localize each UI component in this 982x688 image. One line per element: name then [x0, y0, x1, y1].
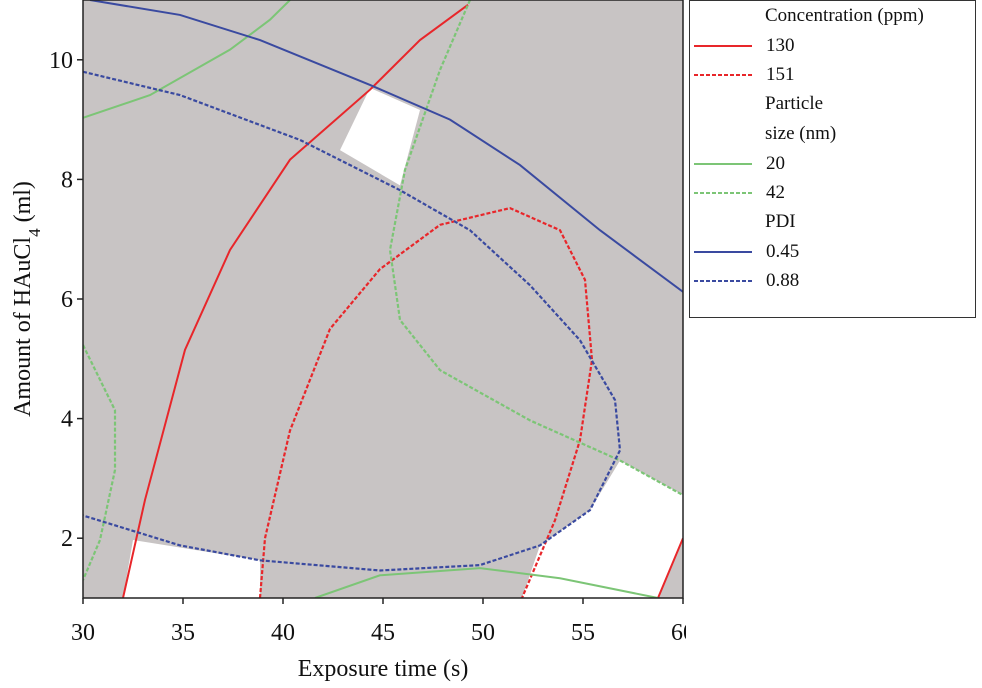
- legend-item: 0.88: [690, 266, 975, 295]
- y-tick-label: 6: [61, 287, 73, 313]
- y-tick-label: 8: [61, 167, 73, 193]
- legend-item: 20: [690, 149, 975, 178]
- feasible-region: [340, 87, 420, 186]
- legend-swatch: [694, 250, 752, 253]
- contour-line: [83, 0, 683, 581]
- x-tick-label: 30: [71, 620, 95, 646]
- feasible-region: [123, 539, 260, 598]
- contour-line: [83, 70, 622, 572]
- legend-label: 151: [766, 63, 795, 85]
- x-tick-label: 40: [271, 620, 295, 646]
- x-tick-label: 45: [371, 620, 395, 646]
- contour-line: [89, 0, 683, 293]
- legend-swatch: [694, 279, 752, 282]
- contour-line: [122, 3, 683, 598]
- y-axis-label-part: 4: [25, 228, 44, 237]
- contour-line: [83, 0, 659, 598]
- x-tick-label: 50: [471, 620, 495, 646]
- legend-swatch: [694, 191, 752, 194]
- x-tick-label: 35: [171, 620, 195, 646]
- y-tick-label: 4: [61, 407, 73, 433]
- chart: Exposure time (s) Amount of HAuCl4 (ml) …: [10, 0, 686, 682]
- legend-label: 0.88: [766, 269, 800, 291]
- y-tick-label: 2: [61, 526, 73, 552]
- legend: Concentration (ppm) 130 151 Particle size (…: [689, 0, 976, 318]
- legend-item: 130: [690, 31, 975, 60]
- feasible-region: [522, 460, 683, 598]
- legend-item: 42: [690, 178, 975, 207]
- contour-line: [258, 206, 594, 598]
- x-axis-label: Exposure time (s): [298, 656, 469, 682]
- legend-label: 130: [766, 34, 795, 56]
- legend-label: 20: [766, 152, 785, 174]
- legend-group-title: PDI: [765, 211, 796, 232]
- plot-layer: [83, 0, 683, 598]
- y-tick-label: 10: [49, 48, 73, 74]
- legend-item: 0.45: [690, 237, 975, 266]
- legend-swatch: [694, 44, 752, 47]
- y-axis-label-part: Amount of HAuCl: [10, 237, 36, 417]
- legend-group-title: Particle size (nm): [765, 93, 837, 144]
- legend-swatch: [694, 162, 752, 165]
- x-tick-label: 55: [571, 620, 595, 646]
- x-tick-label: 60: [671, 620, 686, 646]
- y-axis-label: Amount of HAuCl4 (ml): [10, 181, 44, 417]
- legend-item: 151: [690, 60, 975, 89]
- legend-label: 42: [766, 181, 785, 203]
- legend-swatch: [694, 73, 752, 76]
- legend-label: 0.45: [766, 240, 800, 262]
- legend-group-title: Concentration (ppm): [765, 5, 924, 26]
- y-axis-label-part: (ml): [10, 181, 36, 228]
